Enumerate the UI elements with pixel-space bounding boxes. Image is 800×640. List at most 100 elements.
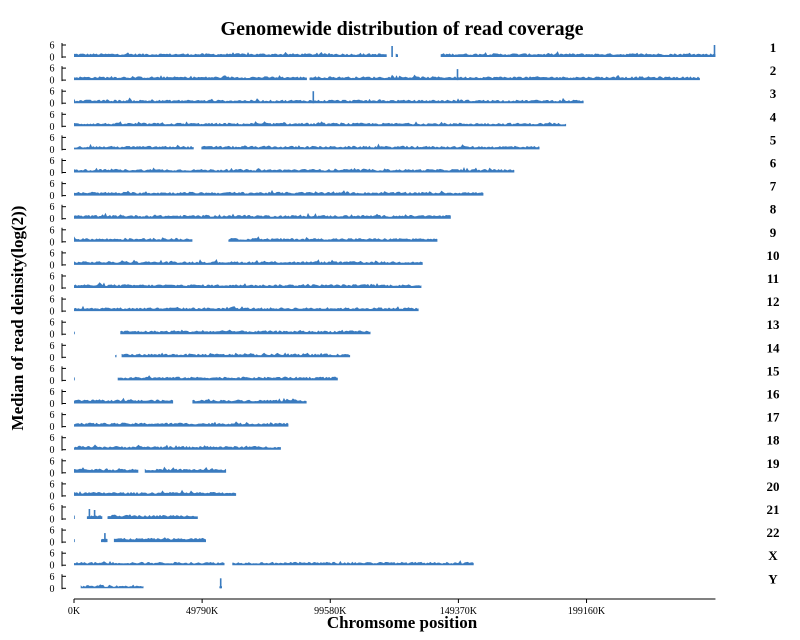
- chromosome-row-16: 06 16: [50, 387, 781, 411]
- chromosome-row-2: 06 2: [50, 63, 777, 87]
- chromosome-label: X: [768, 548, 778, 563]
- row-y-tick-label: 0: [50, 53, 55, 64]
- chromosome-row-13: 06 13: [50, 317, 781, 341]
- row-y-tick-label: 0: [50, 376, 55, 387]
- chromosome-label: 20: [767, 479, 780, 494]
- coverage-area: [74, 212, 451, 219]
- row-y-tick-label: 6: [50, 295, 55, 306]
- row-y-tick-label: 6: [50, 549, 55, 560]
- chromosome-label: 6: [770, 156, 777, 171]
- coverage-area: [113, 537, 206, 543]
- chromosome-label: 17: [767, 410, 781, 425]
- chromosome-label: 12: [767, 294, 780, 309]
- row-y-tick-label: 6: [50, 202, 55, 213]
- row-y-tick-label: 0: [50, 445, 55, 456]
- row-y-tick-label: 6: [50, 110, 55, 121]
- row-y-tick-label: 6: [50, 179, 55, 190]
- coverage-area: [74, 143, 194, 150]
- chromosome-row-17: 06 17: [50, 410, 781, 434]
- y-axis-title: Median of read deinsity(log(2)): [8, 206, 27, 431]
- chromosome-label: 5: [770, 132, 777, 147]
- chromosome-row-1: 06 1: [50, 40, 777, 64]
- chromosome-row-21: 06 21: [50, 502, 780, 526]
- row-y-tick-label: 6: [50, 387, 55, 398]
- chromosome-row-3: 06 3: [50, 86, 777, 110]
- coverage-area: [192, 397, 307, 404]
- coverage-area: [107, 514, 198, 519]
- coverage-area: [74, 305, 419, 312]
- row-y-tick-label: 6: [50, 433, 55, 444]
- chromosome-label: 22: [767, 525, 780, 540]
- coverage-area: [115, 354, 117, 358]
- row-y-tick-label: 0: [50, 353, 55, 364]
- row-y-tick-label: 0: [50, 168, 55, 179]
- row-y-tick-label: 0: [50, 122, 55, 133]
- row-y-tick-label: 0: [50, 399, 55, 410]
- chromosome-label: 19: [767, 456, 781, 471]
- chromosome-label: 1: [770, 40, 777, 55]
- coverage-spike: [456, 69, 459, 81]
- coverage-area: [74, 489, 237, 496]
- chromosome-row-7: 06 7: [50, 179, 777, 203]
- x-tick-label: 0K: [68, 606, 81, 617]
- coverage-area: [74, 189, 484, 196]
- coverage-area: [74, 97, 584, 104]
- chart-title: Genomewide distribution of read coverage: [221, 18, 584, 40]
- coverage-area: [144, 466, 227, 473]
- row-y-tick-label: 6: [50, 364, 55, 375]
- coverage-area: [74, 467, 139, 473]
- coverage-spike: [312, 91, 315, 104]
- chromosome-row-5: 06 5: [50, 132, 777, 156]
- chromosome-row-19: 06 19: [50, 456, 781, 480]
- coverage-spike: [93, 510, 96, 519]
- coverage-area: [201, 143, 540, 150]
- row-y-tick-label: 6: [50, 410, 55, 421]
- row-y-tick-label: 0: [50, 145, 55, 156]
- row-y-tick-label: 6: [50, 341, 55, 352]
- coverage-spike: [713, 45, 716, 57]
- coverage-spike: [391, 46, 393, 57]
- coverage-area: [74, 331, 75, 335]
- row-y-tick-label: 6: [50, 318, 55, 329]
- coverage-area: [120, 329, 371, 335]
- coverage-area: [232, 560, 474, 566]
- row-y-tick-label: 0: [50, 214, 55, 225]
- chromosome-row-11: 06 11: [50, 271, 780, 295]
- chromosome-label: 11: [767, 271, 779, 286]
- row-y-tick-label: 0: [50, 191, 55, 202]
- coverage-area: [117, 375, 338, 381]
- row-y-tick-label: 0: [50, 76, 55, 87]
- coverage-area: [74, 236, 193, 242]
- coverage-area: [74, 444, 281, 450]
- row-y-tick-label: 6: [50, 526, 55, 537]
- chromosome-label: 16: [767, 387, 781, 402]
- x-tick-label: 99580K: [314, 606, 347, 617]
- chromosome-label: 10: [767, 248, 780, 263]
- chromosome-label: Y: [768, 571, 778, 586]
- row-y-tick-label: 0: [50, 307, 55, 318]
- chromosome-row-14: 06 14: [50, 340, 781, 364]
- row-y-tick-label: 0: [50, 260, 55, 271]
- row-y-tick-label: 6: [50, 272, 55, 283]
- chromosome-label: 14: [767, 340, 781, 355]
- row-y-tick-label: 0: [50, 422, 55, 433]
- row-y-tick-label: 0: [50, 237, 55, 248]
- row-y-tick-label: 6: [50, 87, 55, 98]
- row-y-tick-label: 0: [50, 491, 55, 502]
- x-tick-label: 49790K: [186, 606, 219, 617]
- chromosome-row-20: 06 20: [50, 479, 780, 503]
- row-y-tick-label: 0: [50, 99, 55, 110]
- chromosome-label: 13: [767, 317, 781, 332]
- chromosome-row-4: 06 4: [50, 109, 777, 133]
- row-y-tick-label: 0: [50, 330, 55, 341]
- chromosome-label: 8: [770, 202, 777, 217]
- coverage-area: [74, 377, 75, 381]
- coverage-area: [74, 561, 225, 566]
- chromosome-row-18: 06 18: [50, 433, 781, 457]
- coverage-area: [74, 515, 75, 519]
- chromosome-label: 7: [770, 179, 777, 194]
- coverage-area: [74, 539, 75, 543]
- coverage-area: [74, 421, 289, 427]
- row-y-tick-label: 6: [50, 64, 55, 75]
- row-y-tick-label: 6: [50, 248, 55, 259]
